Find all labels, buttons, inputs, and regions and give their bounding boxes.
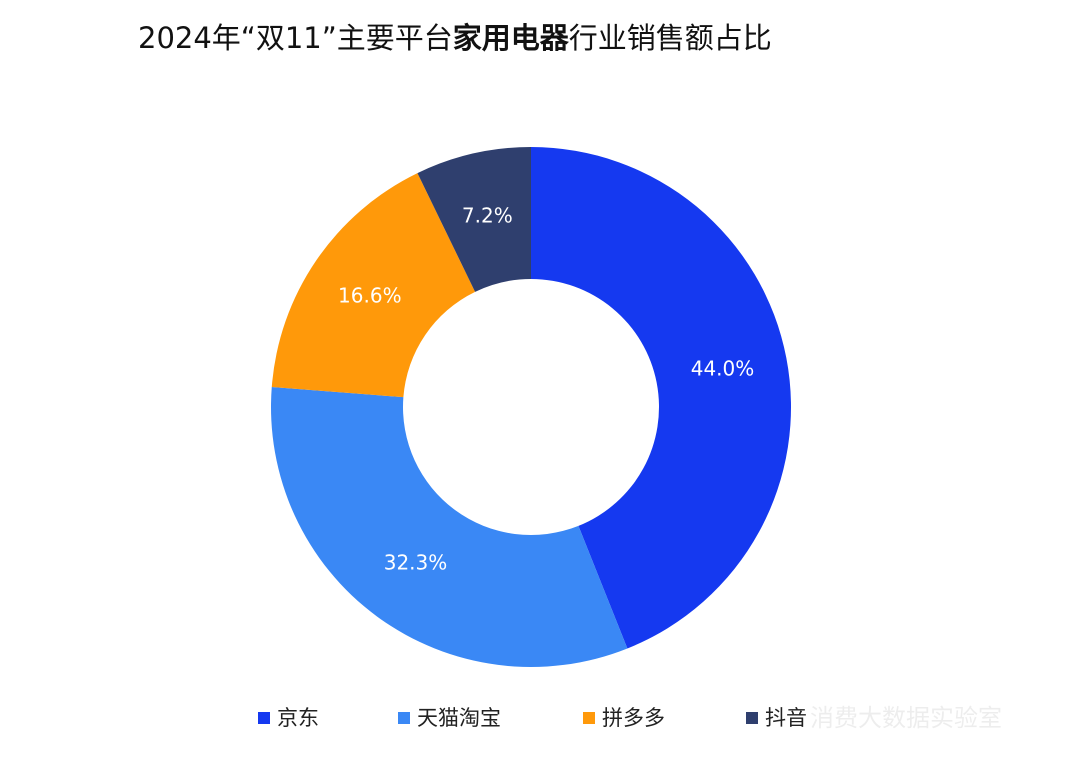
- data-label: 32.3%: [384, 551, 448, 575]
- data-label: 16.6%: [338, 284, 402, 308]
- watermark: 消费大数据实验室: [810, 704, 1002, 732]
- chart-title: 2024年“双11”主要平台家用电器行业销售额占比: [138, 21, 772, 55]
- donut-slice: [417, 147, 531, 292]
- donut-slice: [270, 387, 628, 667]
- donut-slice: [271, 173, 476, 398]
- legend-label: 抖音: [765, 706, 807, 730]
- legend-label: 京东: [277, 706, 319, 730]
- donut-slice: [531, 147, 792, 649]
- data-label: 7.2%: [462, 203, 513, 227]
- data-label: 44.0%: [691, 357, 755, 381]
- legend-swatch: [398, 712, 410, 724]
- legend-swatch: [746, 712, 758, 724]
- legend-swatch: [258, 712, 270, 724]
- title-part: 2024年“双11”主要平台: [138, 21, 453, 55]
- legend-swatch: [583, 712, 595, 724]
- legend-label: 拼多多: [602, 706, 665, 730]
- legend-label: 天猫淘宝: [417, 706, 501, 730]
- title-part: 行业销售额占比: [569, 21, 772, 55]
- title-part: 家用电器: [453, 21, 570, 55]
